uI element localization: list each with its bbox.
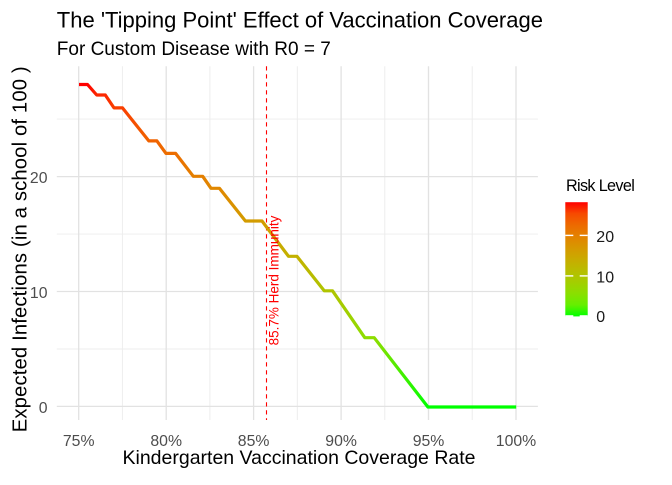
svg-text:0: 0 [39,400,48,417]
svg-text:90%: 90% [325,433,357,450]
svg-text:85%: 85% [238,433,270,450]
svg-text:95%: 95% [413,433,445,450]
svg-text:20: 20 [596,229,614,246]
svg-text:20: 20 [30,170,48,187]
svg-text:80%: 80% [150,433,182,450]
svg-text:Risk Level: Risk Level [566,177,635,195]
svg-text:10: 10 [30,285,48,302]
svg-text:10: 10 [596,270,614,287]
svg-text:Expected Infections (in a scho: Expected Infections (in a school of 100 … [10,66,32,432]
svg-text:0: 0 [596,309,605,326]
svg-text:75%: 75% [63,433,95,450]
svg-text:Kindergarten Vaccination Cover: Kindergarten Vaccination Coverage Rate [122,447,475,469]
svg-text:The 'Tipping Point' Effect of: The 'Tipping Point' Effect of Vaccinatio… [57,7,543,32]
svg-text:85.7% Herd Immunity: 85.7% Herd Immunity [267,215,282,345]
svg-text:For Custom Disease with R0 = 7: For Custom Disease with R0 = 7 [57,39,331,60]
svg-text:100%: 100% [496,433,536,450]
